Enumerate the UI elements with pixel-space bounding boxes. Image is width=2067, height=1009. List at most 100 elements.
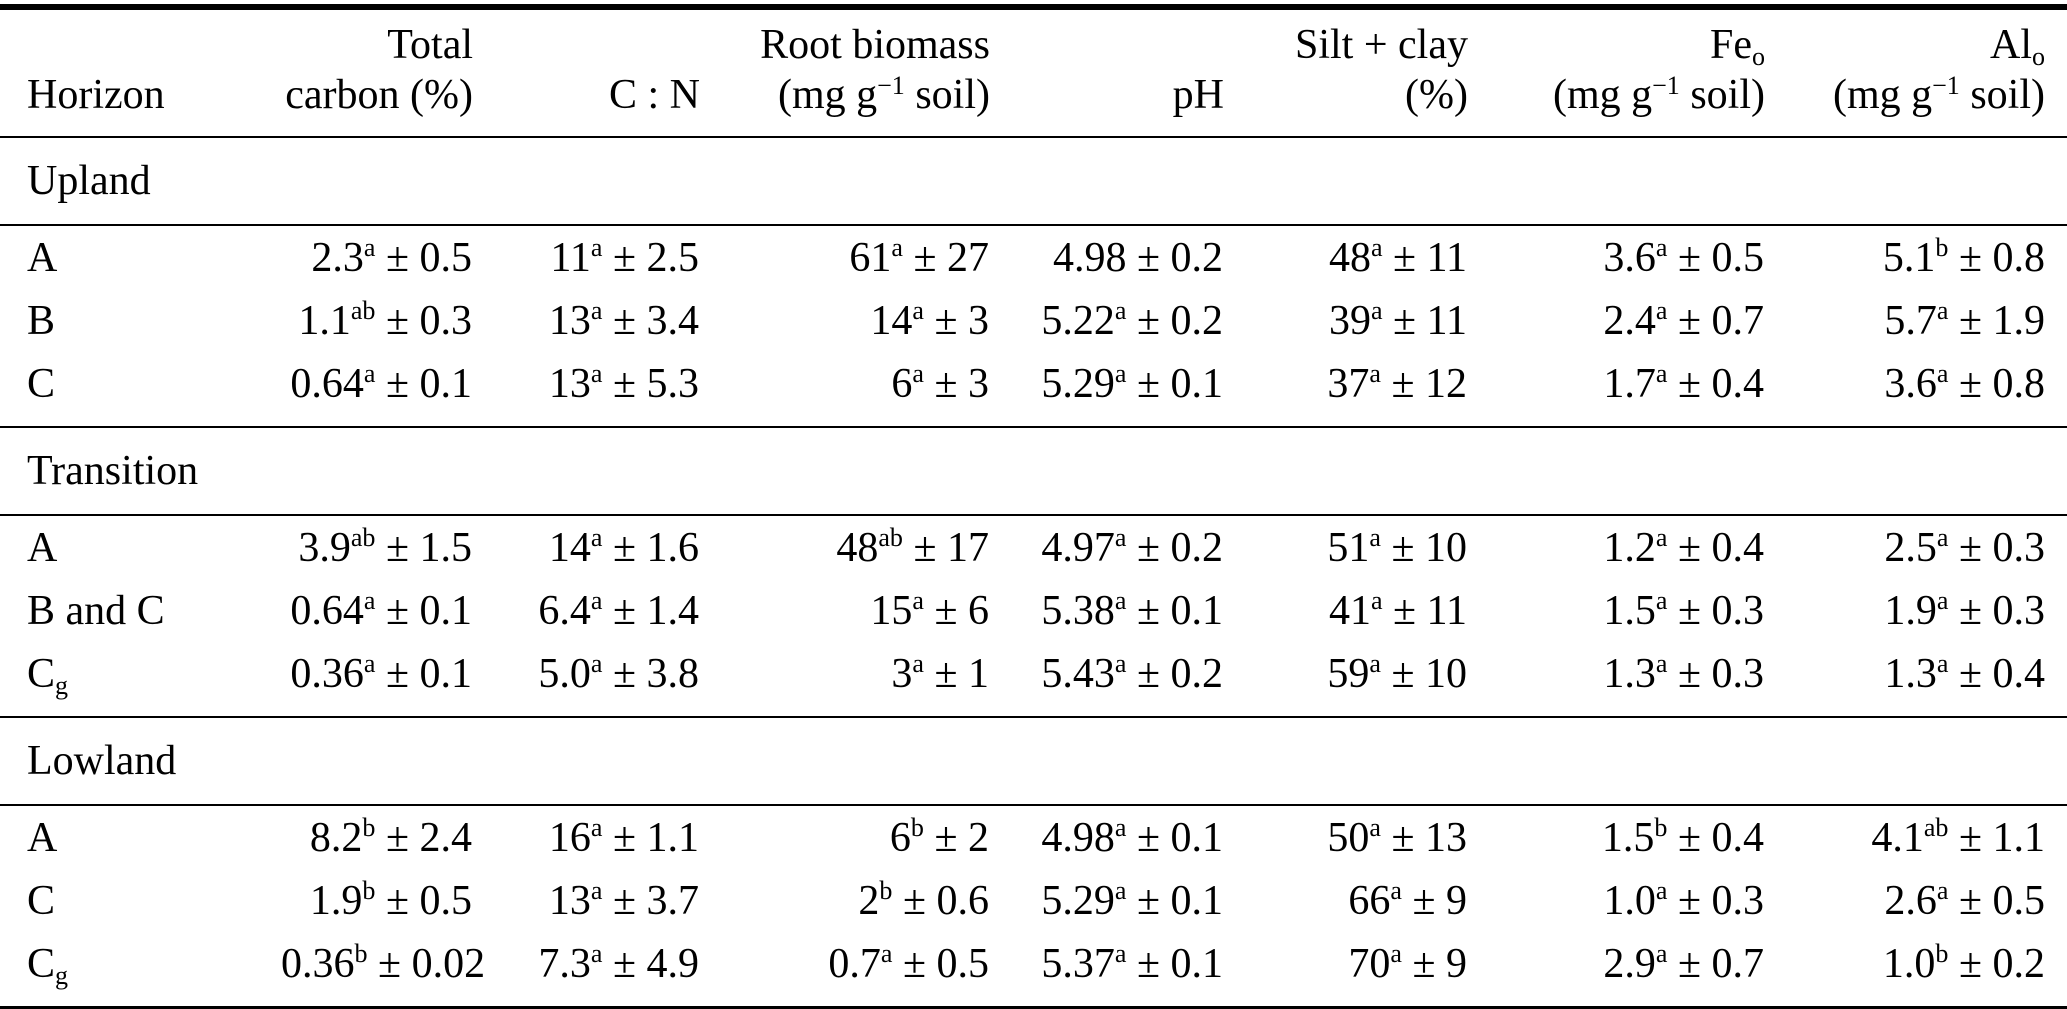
value-cell-al-oxalate: 5.1b ± 0.8 [1882, 233, 2045, 281]
table-row: B 1.1ab ± 0.3 13a ± 3.4 14a ± 3 5.22a ± 0.2 3… [0, 289, 2067, 352]
superscript-group-letter: a [912, 586, 924, 616]
value-cell-ph: 5.37a ± 0.1 [1041, 939, 1223, 987]
section-header-row: Lowland [0, 716, 2067, 806]
value-cell-silt-clay: 70a ± 9 [1348, 939, 1467, 987]
superscript-group-letter: a [363, 359, 376, 389]
horizon-cell: Cg [27, 940, 69, 990]
horizon-cell: B [27, 297, 56, 344]
superscript-group-letter: a [590, 296, 603, 326]
superscript-group-letter: a [590, 359, 603, 389]
section-upland: Upland A 2.3a ± 0.5 11a ± 2.5 61a ± 27 4.98 ±… [0, 136, 2067, 427]
value-cell-total-carbon: 2.3a ± 0.5 [311, 233, 472, 281]
superscript-group-letter: a [912, 296, 924, 326]
horizon-cell: C [27, 877, 56, 924]
value-cell-fe-oxalate: 3.6a ± 0.5 [1603, 233, 1764, 281]
value-cell-root-biomass: 15a ± 6 [870, 586, 989, 634]
superscript-group-letter: a [363, 586, 376, 616]
superscript-group-letter: a [1936, 586, 1949, 616]
value-cell-c-n-ratio: 16a ± 1.1 [548, 813, 699, 861]
value-cell-c-n-ratio: 13a ± 5.3 [548, 359, 699, 407]
value-cell-al-oxalate: 4.1ab ± 1.1 [1871, 813, 2045, 861]
value-cell-total-carbon: 8.2b ± 2.4 [309, 813, 472, 861]
value-cell-al-oxalate: 2.6a ± 0.5 [1884, 876, 2045, 924]
column-header-line2: (mg g−1 soil) [1552, 70, 1765, 118]
column-header-line1 [473, 20, 700, 70]
superscript-group-letter: a [1936, 296, 1949, 326]
value-cell-fe-oxalate: 1.5b ± 0.4 [1601, 813, 1764, 861]
value-cell-fe-oxalate: 1.0a ± 0.3 [1603, 876, 1764, 924]
value-cell-al-oxalate: 1.3a ± 0.4 [1884, 649, 2045, 697]
superscript-group-letter: −1 [1652, 70, 1680, 100]
superscript-group-letter: −1 [877, 70, 905, 100]
value-cell-total-carbon: 1.9b ± 0.5 [309, 876, 472, 924]
superscript-group-letter: a [590, 586, 603, 616]
superscript-group-letter: a [1114, 939, 1127, 969]
value-cell-fe-oxalate: 1.7a ± 0.4 [1603, 359, 1764, 407]
table-row: A 2.3a ± 0.5 11a ± 2.5 61a ± 27 4.98 ± 0.2 48… [0, 225, 2067, 289]
column-header-line2: pH [1172, 72, 1224, 118]
superscript-group-letter: a [1114, 359, 1127, 389]
superscript-group-letter: a [1936, 876, 1949, 906]
superscript-group-letter: a [1114, 523, 1127, 553]
horizon-cell: C [27, 360, 56, 407]
value-cell-root-biomass: 0.7a ± 0.5 [828, 939, 989, 987]
superscript-group-letter: −1 [1932, 70, 1960, 100]
value-cell-ph: 5.43a ± 0.2 [1041, 649, 1223, 697]
value-cell-fe-oxalate: 2.4a ± 0.7 [1603, 296, 1764, 344]
column-header-line2: Horizon [27, 72, 165, 118]
value-cell-ph: 5.29a ± 0.1 [1041, 876, 1223, 924]
value-cell-root-biomass: 6a ± 3 [891, 359, 989, 407]
superscript-group-letter: a [1114, 649, 1127, 679]
value-cell-silt-clay: 66a ± 9 [1348, 876, 1467, 924]
superscript-group-letter: a [1114, 296, 1127, 326]
value-cell-c-n-ratio: 5.0a ± 3.8 [538, 649, 699, 697]
superscript-group-letter: a [590, 939, 603, 969]
table-row: Cg 0.36b ± 0.02 7.3a ± 4.9 0.7a ± 0.5 5.37a … [0, 932, 2067, 1008]
section-lowland: Lowland A 8.2b ± 2.4 16a ± 1.1 6b ± 2 4.98a ±… [0, 716, 2067, 1008]
superscript-group-letter: a [590, 876, 603, 906]
horizon-cell: A [27, 814, 58, 861]
value-cell-root-biomass: 48ab ± 17 [836, 523, 989, 571]
superscript-group-letter: b [1935, 939, 1949, 969]
value-cell-al-oxalate: 3.6a ± 0.8 [1884, 359, 2045, 407]
value-cell-root-biomass: 3a ± 1 [891, 649, 989, 697]
superscript-group-letter: a [363, 233, 376, 263]
column-header-silt-clay: Silt + clay (%) [1224, 7, 1468, 138]
superscript-group-letter: a [1655, 296, 1668, 326]
section-label: Upland [0, 136, 2067, 226]
superscript-group-letter: a [1655, 649, 1668, 679]
column-header-c-n-ratio: C : N [473, 7, 700, 138]
horizon-cell: B and C [27, 587, 165, 634]
superscript-group-letter: a [1655, 939, 1668, 969]
value-cell-silt-clay: 59a ± 10 [1327, 649, 1467, 697]
column-header-fe-oxalate: Feo (mg g−1 soil) [1468, 7, 1765, 138]
column-header-line2: (mg g−1 soil) [777, 70, 990, 118]
superscript-group-letter: a [1655, 359, 1668, 389]
column-header-total-carbon: Total carbon (%) [280, 7, 473, 138]
superscript-group-letter: a [1655, 876, 1668, 906]
superscript-group-letter: b [910, 813, 924, 843]
soil-properties-table: Horizon Total carbon (%) C : N Root biomass… [0, 4, 2067, 1009]
value-cell-silt-clay: 48a ± 11 [1328, 233, 1467, 281]
value-cell-ph: 5.29a ± 0.1 [1041, 359, 1223, 407]
column-header-line2: C : N [608, 72, 700, 118]
superscript-group-letter: a [1936, 523, 1949, 553]
value-cell-c-n-ratio: 13a ± 3.4 [548, 296, 699, 344]
section-header-row: Upland [0, 136, 2067, 226]
value-cell-root-biomass: 61a ± 27 [849, 233, 989, 281]
column-header-line1: Alo [1989, 22, 2045, 72]
superscript-group-letter: b [362, 813, 376, 843]
subscript: g [55, 960, 69, 990]
value-cell-root-biomass: 2b ± 0.6 [858, 876, 989, 924]
superscript-group-letter: ab [350, 296, 376, 326]
subscript: g [55, 670, 69, 700]
superscript-group-letter: a [1370, 233, 1383, 263]
superscript-group-letter: a [1114, 813, 1127, 843]
superscript-group-letter: a [1655, 586, 1668, 616]
superscript-group-letter: a [1390, 939, 1402, 969]
value-cell-ph: 5.38a ± 0.1 [1041, 586, 1223, 634]
value-cell-total-carbon: 0.36a ± 0.1 [290, 649, 472, 697]
value-cell-al-oxalate: 1.0b ± 0.2 [1882, 939, 2045, 987]
value-cell-silt-clay: 50a ± 13 [1327, 813, 1467, 861]
table-header-row: Horizon Total carbon (%) C : N Root biomass… [0, 7, 2067, 138]
